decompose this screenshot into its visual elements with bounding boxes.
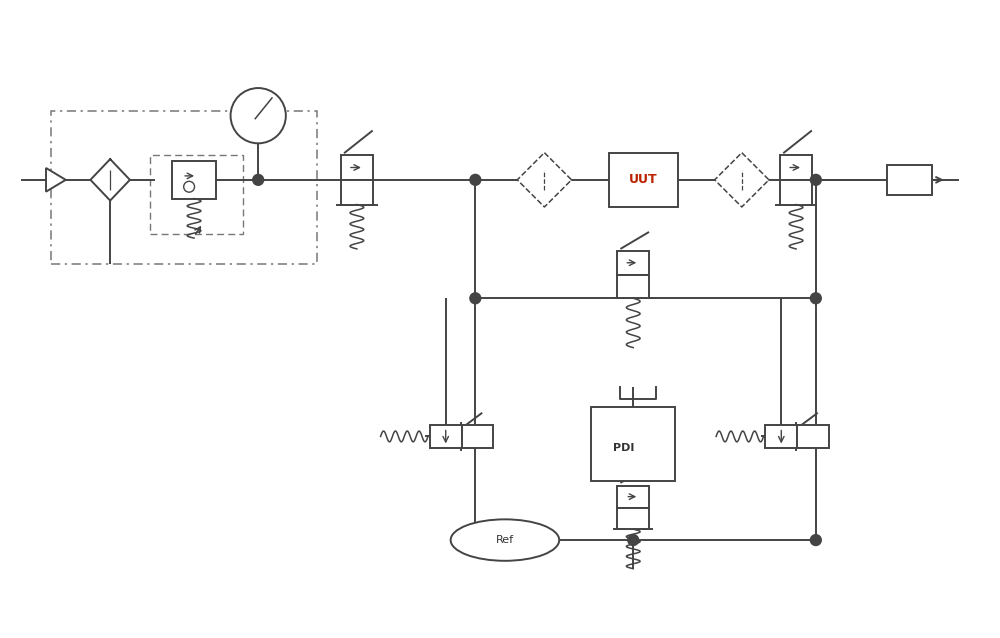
Ellipse shape [451,519,559,561]
Bar [341,180,373,205]
Bar [430,425,462,449]
Bar [609,152,678,207]
Bar [150,155,243,234]
Text: UUT: UUT [629,174,657,186]
Circle shape [253,174,264,185]
Bar [51,111,317,263]
Text: PDI: PDI [613,443,634,452]
Circle shape [470,293,481,304]
Circle shape [810,174,821,185]
Polygon shape [517,152,572,207]
Bar [617,251,649,274]
Bar [780,180,812,205]
Bar [887,165,932,195]
Circle shape [810,535,821,545]
Circle shape [810,293,821,304]
Bar [341,155,373,180]
Circle shape [184,181,195,192]
Bar [780,155,812,180]
Polygon shape [715,152,769,207]
Bar [462,425,493,449]
Bar [797,425,829,449]
Bar [617,274,649,299]
Bar [172,161,216,198]
Polygon shape [46,168,66,191]
Bar [591,407,675,481]
Bar [765,425,797,449]
Polygon shape [90,159,130,200]
Circle shape [628,535,639,545]
Bar [617,507,649,529]
Circle shape [231,88,286,144]
Text: Ref: Ref [496,535,514,545]
Bar [617,486,649,507]
Circle shape [470,174,481,185]
